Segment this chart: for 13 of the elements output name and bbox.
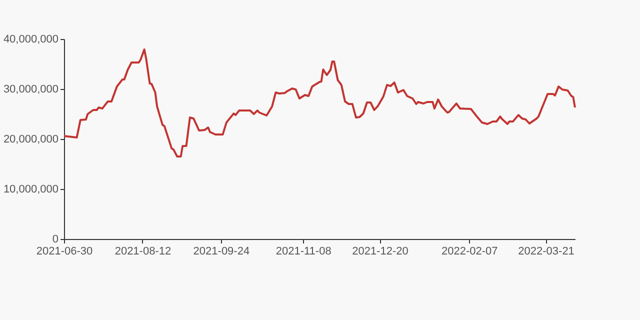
x-tick-label: 2021-11-08: [276, 246, 332, 258]
y-tick-label: 40,000,000: [3, 34, 58, 46]
x-tick-label: 2022-02-07: [442, 246, 498, 258]
y-tick-label: 20,000,000: [3, 134, 58, 146]
y-tick-label: 10,000,000: [3, 184, 58, 196]
x-tick-label: 2021-06-30: [36, 246, 93, 258]
x-tick-label: 2021-09-24: [193, 246, 250, 258]
x-tick-label: 2022-03-21: [518, 246, 574, 258]
y-tick-label: 30,000,000: [3, 84, 58, 96]
x-tick-label: 2021-12-20: [352, 246, 408, 258]
y-tick-label: 0: [52, 234, 58, 246]
line-series: [63, 48, 576, 158]
x-tick-label: 2021-08-12: [114, 246, 172, 258]
